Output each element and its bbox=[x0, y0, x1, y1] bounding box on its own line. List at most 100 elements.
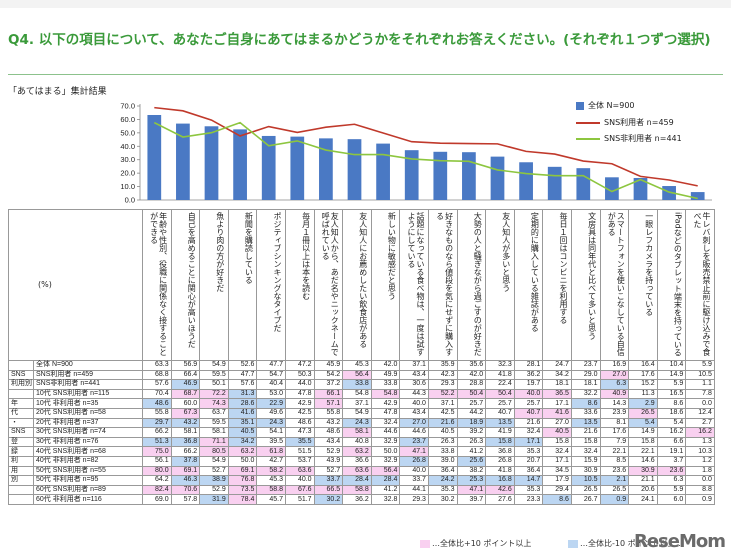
table-cell: 36.6 bbox=[342, 455, 372, 467]
table-cell: 1.2 bbox=[685, 455, 715, 467]
bar-total bbox=[433, 151, 448, 200]
table-cell: 18.1 bbox=[570, 379, 601, 390]
table-cell: 59.5 bbox=[199, 369, 229, 381]
table-cell: 46.9 bbox=[170, 379, 201, 390]
table-cell: 57.1 bbox=[313, 398, 344, 409]
header-cell bbox=[656, 209, 687, 361]
table-row: 10代 SNS利用者 n=115 70.4 68.7 72.2 31.3 53.0 47.8… bbox=[8, 388, 715, 400]
table-cell: 17.1 bbox=[513, 436, 544, 448]
table-cell: 37.1 bbox=[427, 398, 458, 409]
table-row: 60代 SNS利用者 n=89 82.4 70.6 52.9 73.5 58.8 67.6 6… bbox=[8, 484, 715, 496]
table-cell: 29.3 bbox=[427, 379, 458, 390]
table-cell: 30.6 bbox=[399, 379, 429, 390]
table-cell: 63.2 bbox=[342, 446, 372, 457]
table-cell: 80.5 bbox=[199, 446, 229, 457]
header-stub bbox=[8, 209, 143, 361]
bar-total bbox=[404, 150, 419, 200]
table-cell: 23.7 bbox=[570, 360, 601, 371]
table-cell: 22.4 bbox=[485, 379, 515, 390]
table-row: 利用別 SNS非利用者 n=441 57.6 46.9 50.1 57.6 40.4 44.0… bbox=[8, 379, 715, 390]
table-cell: 47.8 bbox=[284, 388, 315, 400]
table-cell: 29.7 bbox=[142, 417, 172, 429]
table-cell: 78.4 bbox=[227, 494, 258, 505]
table-cell: 5.4 bbox=[628, 417, 658, 429]
table-cell: 63.6 bbox=[284, 465, 315, 477]
row-group-label: ・ bbox=[8, 417, 34, 429]
table-cell: 14.9 bbox=[656, 369, 687, 381]
row-group-label: 利用別 bbox=[8, 379, 34, 390]
table-cell: 26.7 bbox=[570, 494, 601, 505]
table-cell: 58.2 bbox=[256, 465, 286, 477]
header-cell bbox=[142, 209, 172, 361]
table-cell: 32.9 bbox=[370, 436, 401, 448]
table-cell: 43.4 bbox=[399, 369, 429, 381]
table-cell: 32.2 bbox=[570, 388, 601, 400]
table-cell: 26.5 bbox=[628, 407, 658, 419]
legend-bar-swatch bbox=[576, 101, 584, 110]
table-cell: 32.4 bbox=[513, 427, 544, 438]
table-cell: 80.0 bbox=[142, 465, 172, 477]
title-divider bbox=[8, 74, 723, 75]
table-cell: 42.0 bbox=[456, 369, 487, 381]
table-row: 利 40代 非利用者 n=82 56.1 37.8 54.9 50.0 42.7 53.7 43… bbox=[8, 455, 715, 467]
table-cell: 32.9 bbox=[370, 455, 401, 467]
table-cell: 21.1 bbox=[628, 475, 658, 486]
table-cell: 54.9 bbox=[342, 407, 372, 419]
table-cell: 47.8 bbox=[370, 407, 401, 419]
table-cell: 40.5 bbox=[427, 427, 458, 438]
y-tick-label: 30.0 bbox=[120, 155, 135, 164]
table-cell: 32.4 bbox=[570, 446, 601, 457]
row-group-label bbox=[8, 388, 34, 400]
table-cell: 10.3 bbox=[685, 446, 715, 457]
row-label: 50代 非利用者 n=95 bbox=[33, 475, 143, 486]
table-cell: 21.6 bbox=[513, 417, 544, 429]
table-cell: 33.8 bbox=[427, 446, 458, 457]
table-cell: 66.5 bbox=[313, 484, 344, 496]
table-cell: 51.3 bbox=[142, 436, 172, 448]
table-cell: 48.6 bbox=[142, 398, 172, 409]
table-cell: 24.3 bbox=[256, 417, 286, 429]
table-cell: 68.7 bbox=[170, 388, 201, 400]
table-cell: 39.7 bbox=[456, 494, 487, 505]
table-cell: 58.1 bbox=[199, 427, 229, 438]
table-cell: 48.6 bbox=[313, 427, 344, 438]
table-cell: 18.1 bbox=[542, 379, 572, 390]
table-cell: 24.2 bbox=[427, 475, 458, 486]
table-cell: 68.8 bbox=[142, 369, 172, 381]
table-cell: 54.9 bbox=[199, 360, 229, 371]
table-row: SNS SNS利用者 n=459 68.8 66.4 59.5 47.7 54.7 50.3 5… bbox=[8, 369, 715, 381]
table-cell: 44.6 bbox=[370, 427, 401, 438]
legend-label: SNS利用者 n=459 bbox=[604, 118, 674, 127]
table-cell: 43.9 bbox=[313, 455, 344, 467]
table-cell: 36.4 bbox=[513, 465, 544, 477]
legend-item: SNS非利用者 n=441 bbox=[576, 133, 682, 144]
bar-total bbox=[519, 162, 533, 200]
line-sns-nonusers bbox=[153, 121, 698, 200]
table-cell: 52.2 bbox=[427, 388, 458, 400]
table-cell: 57.8 bbox=[170, 494, 201, 505]
table-cell: 44.3 bbox=[399, 388, 429, 400]
table-cell: 28.4 bbox=[342, 475, 372, 486]
table-cell: 35.3 bbox=[513, 446, 544, 457]
table-cell: 37.1 bbox=[399, 360, 429, 371]
table-cell: 17.1 bbox=[542, 455, 572, 467]
table-cell: 14.3 bbox=[599, 398, 630, 409]
table-cell: 28.6 bbox=[227, 398, 258, 409]
table-cell: 33.6 bbox=[570, 407, 601, 419]
table-cell: 54.8 bbox=[342, 388, 372, 400]
row-group-label: 登 bbox=[8, 436, 34, 448]
table-cell: 50.1 bbox=[199, 379, 229, 390]
header-cell bbox=[685, 209, 715, 361]
table-cell: 2.1 bbox=[599, 475, 630, 486]
header-cell bbox=[513, 209, 544, 361]
table-cell: 52.7 bbox=[313, 465, 344, 477]
table-cell: 16.2 bbox=[656, 427, 687, 438]
header-cell bbox=[199, 209, 229, 361]
table-cell: 45.7 bbox=[256, 494, 286, 505]
table-cell: 10.4 bbox=[656, 360, 687, 371]
bar-total bbox=[576, 168, 591, 200]
y-tick-label: 60.0 bbox=[120, 115, 135, 124]
header-cell bbox=[342, 209, 372, 361]
table-cell: 24.3 bbox=[342, 417, 372, 429]
footer-neg-text: …全体比-10 ポイント以上… bbox=[580, 539, 684, 548]
